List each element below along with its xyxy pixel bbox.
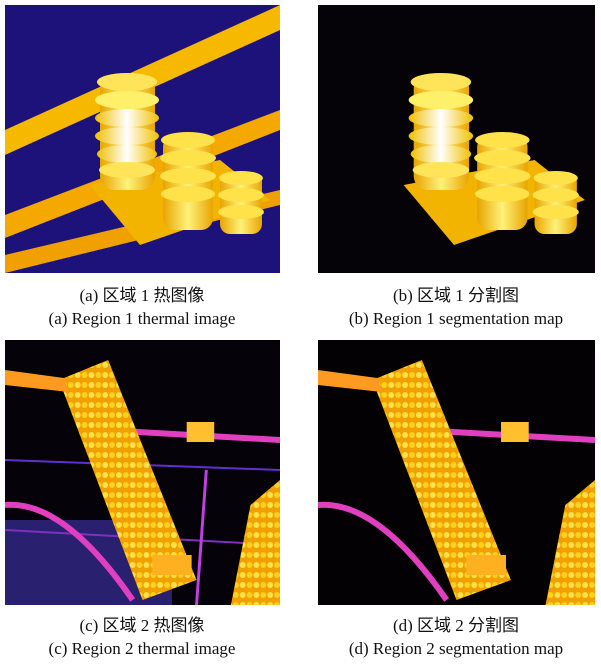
- segmentation-map: [318, 5, 595, 273]
- segmentation-map: [318, 340, 595, 605]
- caption: (d) Region 2 segmentation map: [306, 639, 601, 659]
- caption: (a) 区域 1 热图像: [0, 281, 292, 306]
- caption: (c) 区域 2 热图像: [0, 611, 292, 636]
- figure: (a) 区域 1 热图像 (a) Region 1 thermal image …: [0, 0, 601, 666]
- caption: (b) 区域 1 分割图: [306, 281, 601, 306]
- caption: (a) Region 1 thermal image: [0, 309, 292, 329]
- thermal-image: [5, 5, 280, 273]
- thermal-image: [5, 340, 280, 605]
- caption: (b) Region 1 segmentation map: [306, 309, 601, 329]
- caption: (c) Region 2 thermal image: [0, 639, 292, 659]
- caption: (d) 区域 2 分割图: [306, 611, 601, 636]
